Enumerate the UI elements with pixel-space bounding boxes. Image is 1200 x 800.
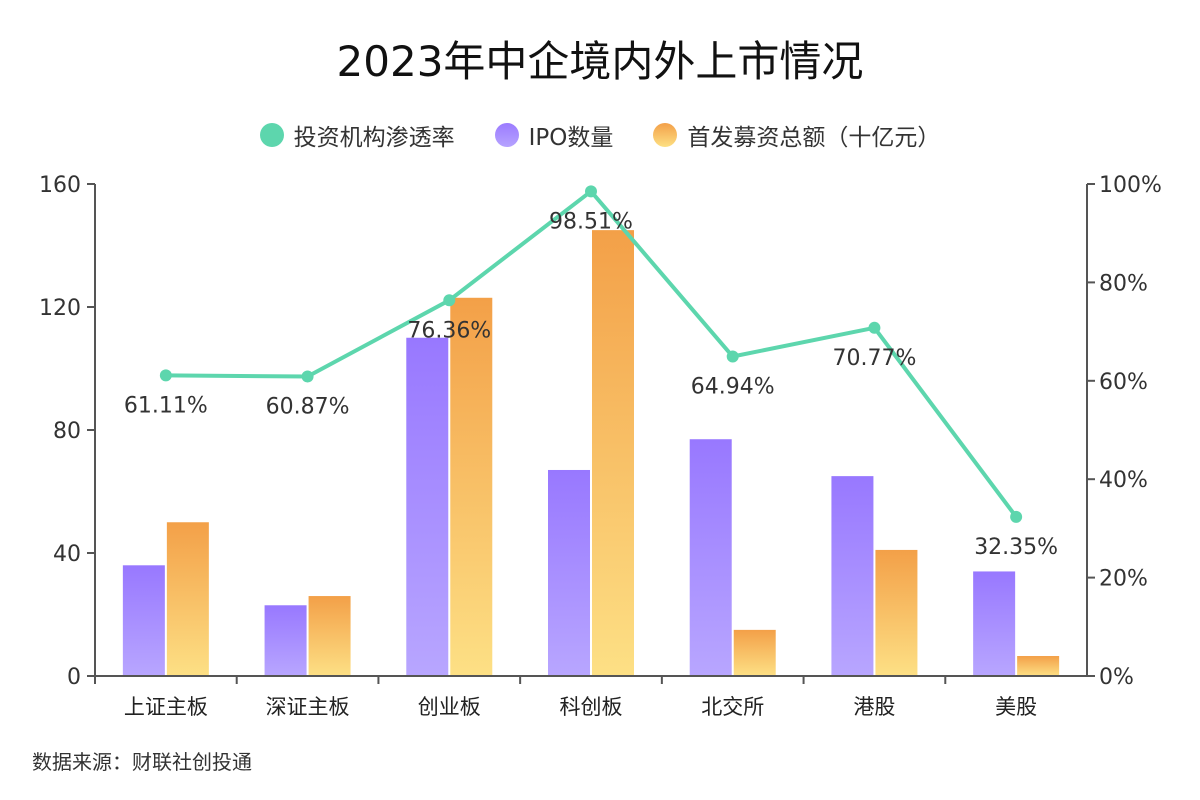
legend-dot-icon: [259, 123, 284, 147]
penetration-label: 70.77%: [832, 346, 916, 371]
x-tick-label: 创业板: [418, 695, 481, 719]
y2-tick-label: 40%: [1099, 468, 1148, 493]
x-tick-label: 港股: [853, 695, 895, 719]
penetration-label: 98.51%: [549, 209, 633, 234]
bar-fundraising: [733, 629, 776, 676]
y-tick-label: 40: [53, 542, 81, 567]
chart-title: 2023年中企境内外上市情况: [336, 37, 864, 86]
penetration-label: 32.35%: [974, 535, 1058, 560]
penetration-point: [301, 370, 314, 383]
y-tick-label: 120: [39, 296, 81, 321]
legend-item-fundraising[interactable]: 首发募资总额（十亿元）: [653, 118, 940, 152]
bar-fundraising: [166, 522, 209, 676]
penetration-label: 61.11%: [124, 393, 208, 418]
y2-tick-label: 80%: [1099, 271, 1148, 296]
y-tick-label: 0: [67, 665, 81, 690]
x-tick-label: 北交所: [701, 695, 764, 719]
bar-ipo-count: [548, 469, 590, 676]
penetration-point: [868, 321, 881, 334]
penetration-label: 64.94%: [691, 374, 775, 399]
penetration-point: [443, 294, 456, 307]
penetration-point: [726, 350, 739, 363]
legend-dot-icon: [653, 123, 678, 147]
legend-label: IPO数量: [528, 125, 614, 151]
bar-ipo-count: [264, 605, 307, 676]
bar-ipo-count: [689, 439, 732, 676]
penetration-point: [159, 369, 172, 382]
bar-fundraising: [592, 230, 634, 676]
penetration-point: [1010, 510, 1023, 523]
y2-tick-label: 0%: [1099, 665, 1134, 690]
y-tick-label: 160: [39, 173, 81, 198]
legend-dot-icon: [494, 123, 519, 147]
bar-ipo-count: [973, 571, 1016, 676]
bar-fundraising: [308, 596, 351, 676]
bar-ipo-count: [831, 476, 874, 676]
y-tick-label: 80: [53, 419, 81, 444]
legend-item-ipo[interactable]: IPO数量: [494, 118, 614, 152]
bar-fundraising: [875, 549, 918, 676]
y2-tick-label: 100%: [1099, 173, 1162, 198]
data-source: 数据来源：财联社创投通: [32, 750, 252, 774]
legend-label: 首发募资总额（十亿元）: [687, 125, 941, 151]
y2-tick-label: 60%: [1099, 370, 1148, 395]
bar-fundraising: [1017, 656, 1060, 676]
x-tick-label: 上证主板: [124, 695, 208, 719]
bar-ipo-count: [122, 565, 165, 676]
x-tick-label: 科创板: [560, 695, 623, 719]
x-tick-label: 深证主板: [266, 695, 350, 719]
penetration-label: 60.87%: [266, 395, 350, 420]
penetration-label: 76.36%: [407, 318, 491, 343]
legend-item-penetration[interactable]: 投资机构渗透率: [259, 118, 455, 152]
x-tick-label: 美股: [995, 695, 1037, 719]
legend-label: 投资机构渗透率: [293, 125, 455, 151]
y2-tick-label: 20%: [1099, 567, 1148, 592]
penetration-point: [585, 185, 597, 198]
bar-fundraising: [450, 297, 493, 676]
bar-ipo-count: [406, 337, 449, 676]
legend: 投资机构渗透率 IPO数量 首发募资总额（十亿元）: [0, 118, 1200, 152]
